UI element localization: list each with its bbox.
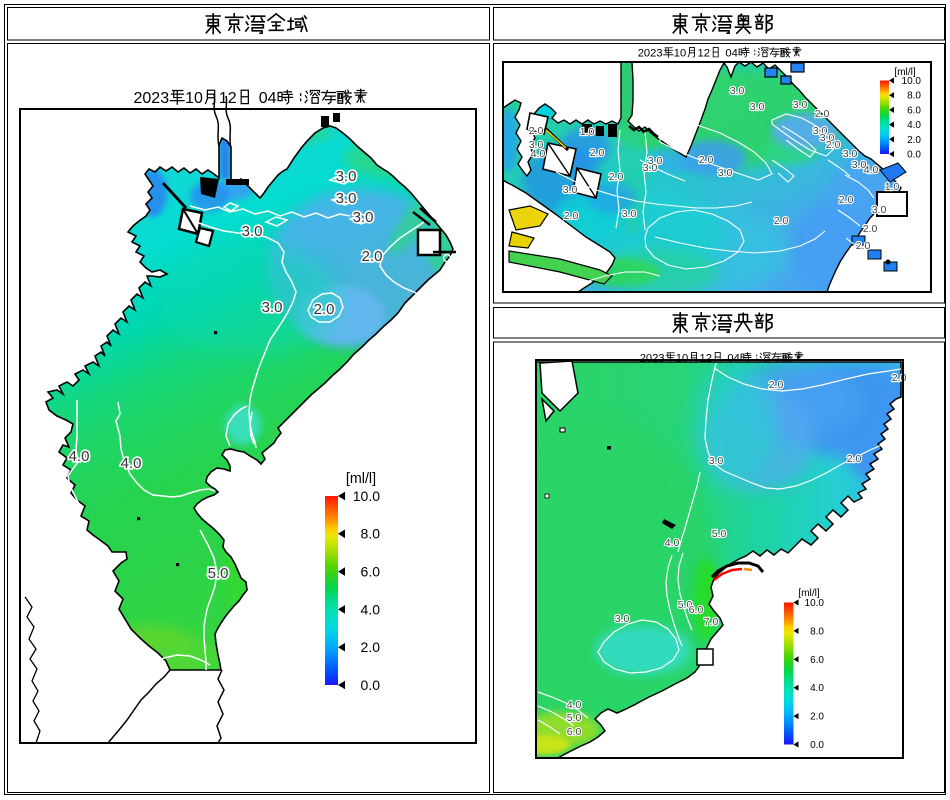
svg-text:[ml/l]: [ml/l] bbox=[894, 67, 916, 78]
svg-text:2023: 2023 bbox=[638, 48, 663, 60]
svg-text:2.0: 2.0 bbox=[907, 135, 921, 146]
svg-text:6.0: 6.0 bbox=[689, 604, 704, 616]
svg-text:3.0: 3.0 bbox=[872, 204, 887, 216]
svg-text:[ml/l]: [ml/l] bbox=[798, 588, 820, 599]
svg-text:7.0: 7.0 bbox=[704, 616, 719, 628]
svg-text:2.0: 2.0 bbox=[826, 139, 841, 151]
svg-text:10.0: 10.0 bbox=[805, 598, 825, 609]
svg-text:3.0: 3.0 bbox=[336, 190, 357, 207]
svg-text:4.0: 4.0 bbox=[810, 683, 824, 694]
svg-text:3.0: 3.0 bbox=[793, 99, 808, 111]
svg-text:2.0: 2.0 bbox=[609, 171, 624, 183]
svg-text:8.0: 8.0 bbox=[907, 91, 921, 102]
svg-text:3.0: 3.0 bbox=[852, 159, 867, 171]
svg-text:12: 12 bbox=[698, 48, 710, 60]
svg-text:3.0: 3.0 bbox=[563, 184, 578, 196]
svg-text:4.0: 4.0 bbox=[361, 601, 381, 617]
svg-text:3.0: 3.0 bbox=[648, 155, 663, 167]
svg-text:4.0: 4.0 bbox=[531, 148, 546, 160]
svg-text:6.0: 6.0 bbox=[810, 655, 824, 666]
svg-text:5.0: 5.0 bbox=[678, 599, 693, 611]
svg-text:2.0: 2.0 bbox=[815, 108, 830, 120]
svg-text:4.0: 4.0 bbox=[69, 448, 90, 465]
svg-text:1.0: 1.0 bbox=[580, 126, 595, 138]
svg-text:4.0: 4.0 bbox=[121, 455, 142, 472]
svg-text:2.0: 2.0 bbox=[856, 240, 871, 252]
svg-text:6.0: 6.0 bbox=[361, 564, 381, 580]
svg-text:10: 10 bbox=[674, 48, 686, 60]
svg-text:2.0: 2.0 bbox=[699, 154, 714, 166]
svg-text:3.0: 3.0 bbox=[820, 132, 835, 144]
svg-text:4.0: 4.0 bbox=[567, 699, 582, 711]
svg-text:10: 10 bbox=[185, 90, 203, 107]
svg-text:3.0: 3.0 bbox=[615, 613, 630, 625]
svg-text:2.0: 2.0 bbox=[892, 372, 907, 384]
svg-text:0.0: 0.0 bbox=[907, 150, 921, 161]
svg-text:5.0: 5.0 bbox=[567, 712, 582, 724]
svg-text:6.0: 6.0 bbox=[907, 105, 921, 116]
svg-text:2.0: 2.0 bbox=[847, 453, 862, 465]
svg-text:3.0: 3.0 bbox=[730, 85, 745, 97]
svg-text:5.0: 5.0 bbox=[712, 528, 727, 540]
svg-text:3.0: 3.0 bbox=[750, 101, 765, 113]
svg-text:2023: 2023 bbox=[134, 90, 170, 107]
svg-text:4.0: 4.0 bbox=[665, 537, 680, 549]
svg-text:3.0: 3.0 bbox=[242, 223, 263, 240]
svg-text:4.0: 4.0 bbox=[864, 164, 879, 176]
svg-text:2.0: 2.0 bbox=[769, 379, 784, 391]
svg-text:1.0: 1.0 bbox=[885, 181, 900, 193]
svg-text:4.0: 4.0 bbox=[907, 120, 921, 131]
svg-text:8.0: 8.0 bbox=[361, 526, 381, 542]
svg-text:3.0: 3.0 bbox=[843, 148, 858, 160]
svg-text:3.0: 3.0 bbox=[813, 125, 828, 137]
svg-text:6.0: 6.0 bbox=[567, 726, 582, 738]
svg-text:2.0: 2.0 bbox=[362, 248, 383, 265]
svg-text:3.0: 3.0 bbox=[622, 208, 637, 220]
svg-text:3.0: 3.0 bbox=[718, 167, 733, 179]
svg-text:2.0: 2.0 bbox=[314, 301, 335, 318]
svg-text:3.0: 3.0 bbox=[353, 209, 374, 226]
svg-text:10.0: 10.0 bbox=[902, 76, 922, 87]
svg-text:2.0: 2.0 bbox=[863, 223, 878, 235]
svg-text:2.0: 2.0 bbox=[361, 639, 381, 655]
svg-text:3.0: 3.0 bbox=[529, 139, 544, 151]
svg-text:3.0: 3.0 bbox=[709, 455, 724, 467]
svg-text:5.0: 5.0 bbox=[208, 565, 229, 582]
svg-text:2.0: 2.0 bbox=[529, 125, 544, 137]
svg-text:2.0: 2.0 bbox=[590, 147, 605, 159]
svg-text:2.0: 2.0 bbox=[810, 712, 824, 723]
svg-text:0.0: 0.0 bbox=[361, 677, 381, 693]
svg-text:8.0: 8.0 bbox=[810, 626, 824, 637]
svg-text:3.0: 3.0 bbox=[643, 162, 658, 174]
svg-text:3.0: 3.0 bbox=[262, 299, 283, 316]
svg-text:04: 04 bbox=[259, 90, 277, 107]
svg-text:2.0: 2.0 bbox=[774, 215, 789, 227]
svg-text:10.0: 10.0 bbox=[353, 488, 380, 504]
svg-text:04: 04 bbox=[725, 48, 737, 60]
svg-text:2.0: 2.0 bbox=[839, 194, 854, 206]
svg-text:0.0: 0.0 bbox=[810, 740, 824, 751]
svg-text:3.0: 3.0 bbox=[336, 168, 357, 185]
svg-text:[ml/l]: [ml/l] bbox=[346, 471, 376, 487]
svg-text:12: 12 bbox=[219, 90, 237, 107]
svg-text:2.0: 2.0 bbox=[564, 210, 579, 222]
